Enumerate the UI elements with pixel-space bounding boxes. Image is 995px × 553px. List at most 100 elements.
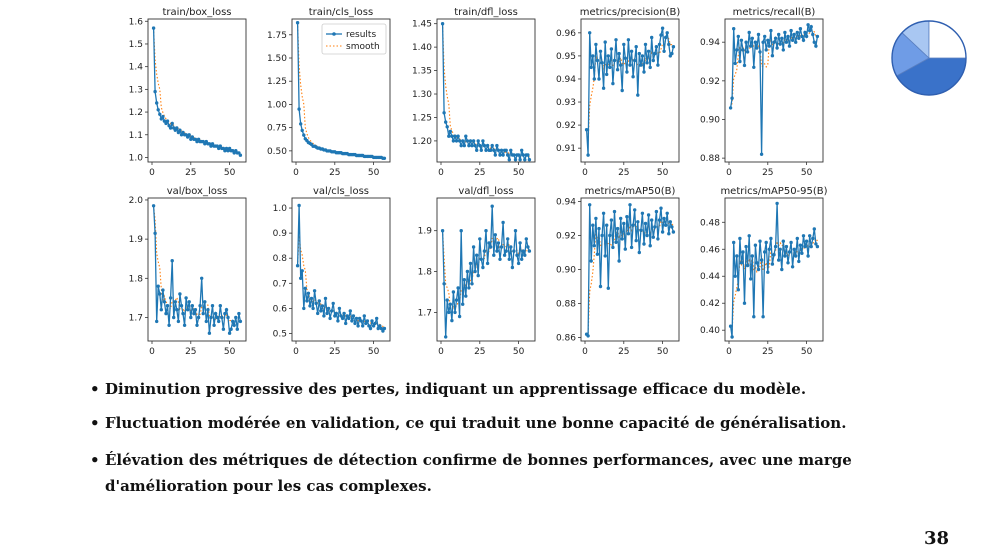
- results-point: [634, 238, 638, 243]
- results-point: [204, 319, 208, 324]
- results-point: [175, 308, 179, 312]
- results-point: [350, 319, 354, 323]
- x-tick-label: 25: [185, 168, 196, 178]
- results-point: [670, 51, 674, 56]
- results-line: [729, 24, 819, 155]
- results-point: [766, 270, 770, 274]
- y-tick-label: 1.25: [267, 77, 287, 87]
- results-point: [200, 276, 204, 280]
- results-point: [496, 241, 501, 245]
- subplot: train/box_loss 1.0 1.1 1.2 1.3 1.4 1.5 1.6 0 25 50: [129, 7, 247, 178]
- subplot: metrics/mAP50-95(B) 0.40 0.42 0.44 0.46 0.48 0…: [700, 186, 828, 357]
- results-point: [357, 316, 362, 321]
- x-tick-label: 25: [329, 347, 340, 357]
- results-point: [220, 315, 224, 320]
- results-point: [207, 331, 212, 335]
- x-tick-label: 25: [618, 347, 629, 357]
- subplot: metrics/precision(B) 0.91 0.92 0.93 0.94 0.95…: [556, 7, 680, 178]
- subplot-title: metrics/mAP50-95(B): [720, 186, 827, 197]
- results-line: [585, 28, 675, 156]
- results-point: [639, 228, 643, 232]
- results-point: [345, 314, 349, 318]
- bullet-metrics-increase: Élévation des métriques de détection con…: [90, 447, 950, 499]
- legend-smooth-label: smooth: [346, 42, 380, 52]
- results-point: [170, 121, 174, 126]
- results-point: [671, 45, 676, 49]
- results-point: [783, 254, 787, 258]
- x-tick-label: 25: [474, 168, 485, 178]
- results-point: [340, 316, 345, 321]
- results-point: [317, 299, 321, 303]
- results-point: [629, 49, 634, 53]
- results-point: [756, 32, 761, 37]
- results-point: [164, 311, 168, 316]
- results-point: [738, 59, 742, 64]
- plot-frame: [291, 197, 391, 342]
- results-point: [161, 114, 165, 119]
- x-tick-label: 0: [293, 347, 299, 357]
- results-point: [513, 229, 518, 233]
- results-point: [619, 63, 623, 67]
- x-tick-label: 50: [657, 347, 669, 357]
- results-point: [591, 223, 595, 227]
- results-point: [749, 44, 753, 48]
- results-point: [780, 36, 784, 40]
- results-point: [520, 257, 524, 261]
- y-tick-label: 0.90: [556, 266, 576, 276]
- results-point: [659, 33, 663, 37]
- results-point: [221, 327, 226, 331]
- y-tick-label: 0.88: [556, 300, 576, 310]
- results-point: [786, 261, 790, 265]
- results-point: [192, 311, 196, 316]
- results-point: [728, 106, 733, 110]
- results-point: [367, 324, 371, 328]
- x-tick-label: 25: [762, 347, 773, 357]
- x-tick-label: 0: [149, 347, 155, 357]
- x-tick-label: 50: [801, 347, 813, 357]
- results-point: [745, 50, 750, 54]
- results-point: [589, 65, 593, 70]
- results-point: [348, 309, 352, 313]
- results-point: [379, 326, 383, 331]
- results-point: [586, 153, 590, 157]
- results-point: [156, 284, 160, 288]
- results-point: [628, 203, 632, 207]
- results-point: [498, 257, 502, 261]
- results-point: [156, 108, 160, 112]
- y-tick-label: 1.5: [129, 40, 143, 50]
- subplot-title: train/cls_loss: [309, 7, 373, 18]
- results-point: [589, 259, 593, 263]
- results-point: [464, 294, 468, 298]
- results-point: [634, 45, 638, 49]
- results-point: [786, 34, 790, 39]
- results-point: [664, 223, 668, 227]
- results-point: [798, 27, 803, 31]
- results-point: [295, 264, 300, 268]
- results-point: [465, 139, 470, 143]
- results-point: [606, 54, 610, 58]
- results-point: [611, 81, 615, 86]
- plot-frame: [436, 197, 536, 342]
- results-point: [493, 233, 497, 237]
- results-point: [295, 21, 300, 25]
- results-point: [526, 153, 530, 157]
- results-point: [224, 308, 229, 312]
- results-point: [665, 211, 669, 215]
- results-point: [584, 128, 589, 132]
- results-point: [482, 249, 487, 253]
- results-point: [739, 38, 744, 42]
- results-point: [447, 134, 451, 138]
- results-point: [490, 143, 494, 148]
- results-point: [489, 245, 493, 249]
- results-point: [489, 148, 493, 152]
- results-point: [787, 250, 792, 254]
- results-point: [806, 23, 810, 27]
- results-point: [167, 323, 171, 327]
- smooth-line: [586, 36, 674, 143]
- results-point: [314, 301, 318, 306]
- results-point: [650, 35, 654, 40]
- results-point: [312, 289, 317, 293]
- results-point: [611, 245, 615, 250]
- results-point: [603, 254, 607, 258]
- results-point: [660, 230, 665, 234]
